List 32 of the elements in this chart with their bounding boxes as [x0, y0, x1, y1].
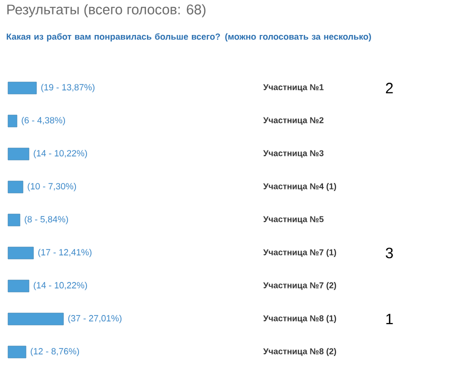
- y-tick-label: Участница №5: [263, 216, 324, 224]
- data-label: (10 - 7,30%): [28, 182, 76, 192]
- bar: [8, 180, 24, 194]
- y-tick-label: Участница №7 (2): [263, 282, 336, 290]
- bar: [8, 214, 20, 226]
- bar: [8, 280, 30, 292]
- bar: [8, 148, 30, 160]
- text: Какая из работ вам понравилась больше всего? (можно голосовать за несколько): [6, 33, 371, 42]
- y-tick-label: Участница №3: [263, 150, 324, 158]
- data-label: (14 - 10,22%): [34, 282, 87, 290]
- bar: [8, 246, 34, 260]
- y-tick-label: Участница №2: [263, 117, 324, 125]
- bar: [8, 82, 37, 94]
- data-label: (19 - 13,87%): [41, 84, 94, 92]
- text: 2: [386, 82, 393, 94]
- y-tick-label: Участница №1: [263, 84, 324, 92]
- bar: [8, 346, 26, 358]
- data-label: (14 - 10,22%): [34, 150, 87, 158]
- y-tick-label: Участница №4 (1): [263, 183, 336, 191]
- y-tick-label: Участница №7 (1): [263, 249, 336, 257]
- text: 1: [386, 314, 393, 324]
- data-label: (8 - 5,84%): [24, 216, 68, 224]
- bar: [8, 312, 64, 326]
- data-label: (12 - 8,76%): [30, 348, 79, 356]
- data-label: (17 - 12,41%): [38, 248, 92, 258]
- text: 3: [386, 248, 393, 258]
- text: Результаты (всего голосов: 68): [7, 4, 206, 18]
- bar: [8, 114, 18, 128]
- y-tick-label: Участница №8 (2): [263, 348, 336, 356]
- data-label: (37 - 27,01%): [68, 314, 122, 324]
- y-tick-label: Участница №8 (1): [263, 315, 336, 323]
- data-label: (6 - 4,38%): [22, 116, 65, 126]
